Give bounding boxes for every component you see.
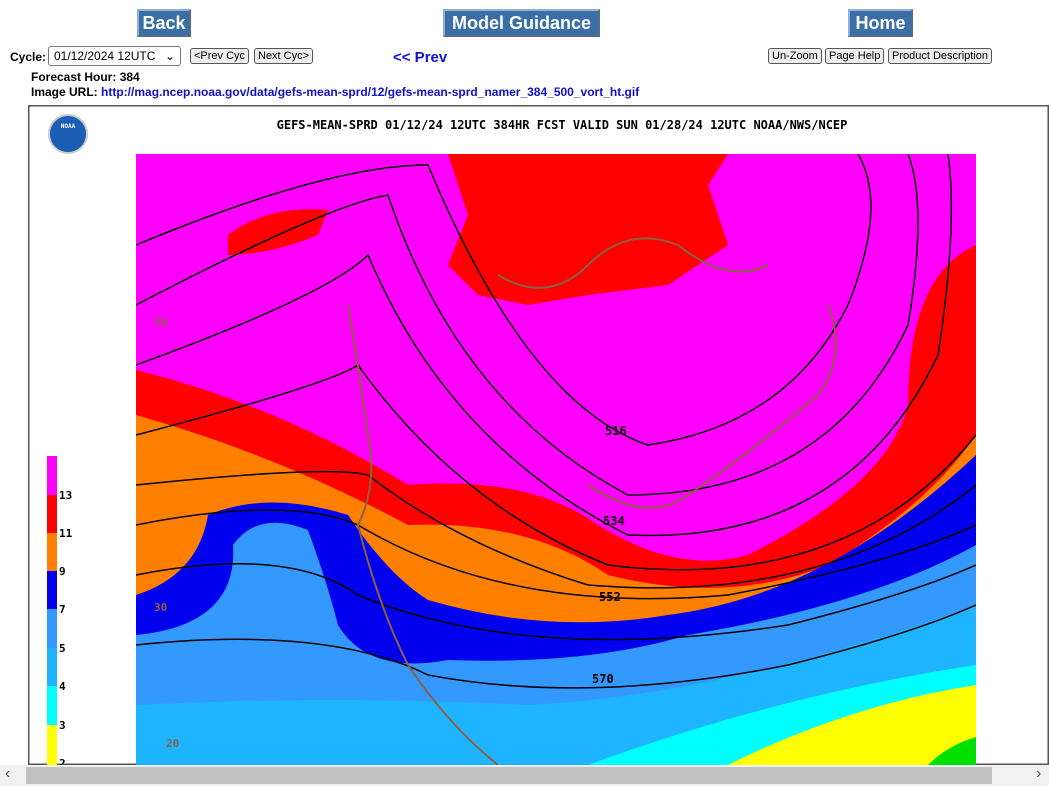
colorbar-label: 11 <box>59 527 73 540</box>
band-green <box>928 737 976 765</box>
colorbar-swatch <box>47 495 57 533</box>
colorbar-label: 4 <box>59 680 66 693</box>
back-button[interactable]: Back <box>137 9 191 37</box>
cycle-selected: 01/12/2024 12UTC <box>54 49 156 63</box>
prev-cycle-button[interactable]: <Prev Cyc <box>190 48 250 64</box>
colorbar-swatch <box>47 648 57 686</box>
colorbar: 13 11 9 7 5 4 3 2 <box>47 456 73 765</box>
colorbar-label: 2 <box>59 757 66 765</box>
prev-link[interactable]: << Prev <box>393 49 448 66</box>
cycle-label: Cycle: <box>10 50 47 64</box>
forecast-hour: Forecast Hour: 384 <box>31 70 140 84</box>
colorbar-label: 7 <box>59 603 66 616</box>
colorbar-label: 5 <box>59 642 66 655</box>
latitude-label: 30 <box>154 601 167 614</box>
dropdown-arrow: ⌄ <box>164 49 175 63</box>
colorbar-swatch <box>47 725 57 765</box>
contour-label: 516 <box>605 424 627 438</box>
band-11-north <box>448 154 728 305</box>
image-url-link[interactable]: http://mag.ncep.noaa.gov/data/gefs-mean-… <box>101 85 640 99</box>
image-url-label: Image URL: <box>31 85 98 99</box>
contour-label: 570 <box>592 672 614 686</box>
scrollbar-thumb[interactable] <box>26 767 992 784</box>
product-description-button[interactable]: Product Description <box>888 48 992 64</box>
colorbar-label: 3 <box>59 719 66 732</box>
noaa-logo <box>48 114 88 154</box>
page-help-button[interactable]: Page Help <box>825 48 885 64</box>
next-cycle-button[interactable]: Next Cyc> <box>254 48 314 64</box>
noaa-logo-text: NOAA <box>61 123 76 130</box>
scroll-right[interactable]: › <box>1036 765 1042 782</box>
colorbar-swatch <box>47 609 57 648</box>
forecast-hour-value: 384 <box>119 70 140 84</box>
unzoom-button[interactable]: Un-Zoom <box>768 48 822 64</box>
model-guidance-button[interactable]: Model Guidance <box>443 9 600 37</box>
colorbar-label: 9 <box>59 565 66 578</box>
horizontal-scrollbar[interactable]: ‹ › <box>0 765 1049 786</box>
map-fields <box>136 154 976 765</box>
band-2 <box>728 685 976 765</box>
map-title: GEFS-MEAN-SPRD 01/12/24 12UTC 384HR FCST… <box>277 118 848 132</box>
scroll-left[interactable]: ‹ <box>5 765 11 782</box>
coastlines <box>347 237 837 765</box>
height-contours <box>136 154 976 689</box>
contour-label: 534 <box>603 514 625 528</box>
forecast-hour-label: Forecast Hour: <box>31 70 117 84</box>
colorbar-label: 13 <box>59 489 72 502</box>
colorbar-swatch <box>47 533 57 571</box>
forecast-map: NOAA GEFS-MEAN-SPRD 01/12/24 12UTC 384HR… <box>28 105 1049 765</box>
image-url: Image URL: http://mag.ncep.noaa.gov/data… <box>31 85 639 99</box>
latitude-label: 20 <box>166 737 179 750</box>
contour-label: 552 <box>599 590 621 604</box>
latitude-label: 50 <box>154 316 167 329</box>
cycle-select[interactable]: 01/12/2024 12UTC ⌄ <box>48 46 181 66</box>
colorbar-swatch <box>47 456 57 495</box>
colorbar-swatch <box>47 686 57 725</box>
colorbar-swatch <box>47 571 57 609</box>
home-button[interactable]: Home <box>848 9 913 37</box>
band-11-blob <box>228 209 328 255</box>
